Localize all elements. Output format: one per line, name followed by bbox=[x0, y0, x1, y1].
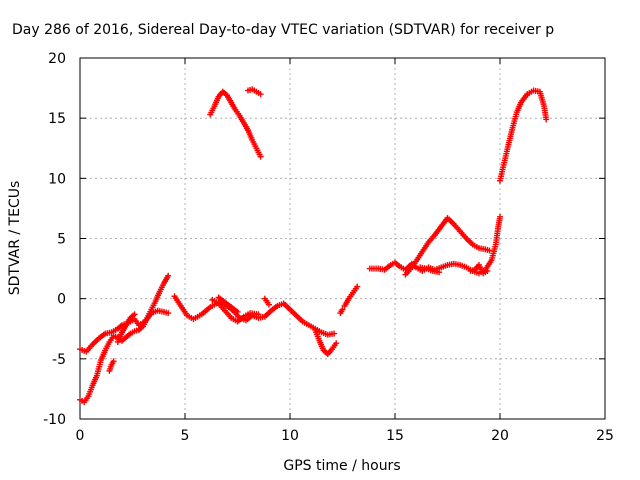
y-tick-label: -5 bbox=[52, 352, 66, 368]
data-point bbox=[331, 330, 338, 337]
y-axis-label: SDTVAR / TECUs bbox=[7, 181, 23, 296]
data-point bbox=[543, 116, 550, 123]
x-tick-label: 0 bbox=[76, 428, 85, 444]
data-point bbox=[257, 153, 264, 160]
x-tick-label: 5 bbox=[181, 428, 190, 444]
data-point bbox=[255, 311, 262, 318]
data-point bbox=[257, 91, 264, 98]
data-point bbox=[266, 301, 272, 308]
data-point bbox=[131, 311, 138, 318]
data-point bbox=[165, 272, 172, 279]
data-points bbox=[77, 86, 550, 406]
plot-frame bbox=[79, 57, 606, 420]
data-point bbox=[234, 308, 241, 315]
data-point bbox=[486, 247, 493, 254]
y-tick-label: 0 bbox=[57, 292, 66, 308]
chart-title: Day 286 of 2016, Sidereal Day-to-day VTE… bbox=[12, 22, 554, 38]
axis-ticks: 0 5 10 15 20 25 -10 -5 0 5 10 15 20 bbox=[43, 51, 614, 444]
y-tick-label: 10 bbox=[48, 171, 66, 187]
x-tick-label: 10 bbox=[281, 428, 299, 444]
data-point bbox=[339, 306, 346, 313]
data-point bbox=[497, 213, 503, 220]
data-point bbox=[110, 358, 117, 365]
x-tick-label: 20 bbox=[491, 428, 509, 444]
x-tick-label: 15 bbox=[386, 428, 404, 444]
data-point bbox=[436, 269, 443, 276]
data-point bbox=[354, 283, 361, 290]
y-tick-label: 15 bbox=[48, 111, 66, 127]
x-axis-label: GPS time / hours bbox=[283, 458, 400, 474]
data-point bbox=[484, 267, 491, 274]
y-tick-label: -10 bbox=[43, 412, 66, 428]
x-tick-label: 25 bbox=[596, 428, 614, 444]
data-point bbox=[165, 310, 172, 317]
y-tick-label: 5 bbox=[57, 232, 66, 248]
data-point bbox=[333, 340, 340, 347]
y-tick-label: 20 bbox=[48, 51, 66, 67]
grid-lines bbox=[80, 58, 605, 419]
